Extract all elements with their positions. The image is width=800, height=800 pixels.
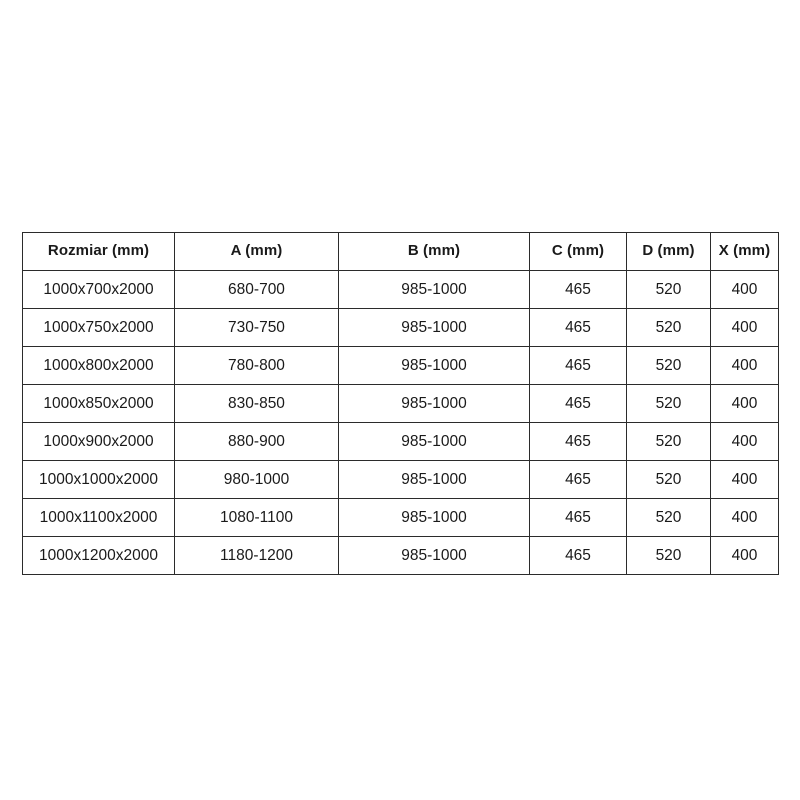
cell-size: 1000x700x2000 [22,270,175,309]
cell-size: 1000x850x2000 [22,384,175,423]
cell-x: 400 [710,460,779,499]
column-header-x: X (mm) [710,232,779,271]
cell-x: 400 [710,308,779,347]
cell-size: 1000x800x2000 [22,346,175,385]
cell-c: 465 [529,308,627,347]
cell-d: 520 [626,536,711,575]
cell-b: 985-1000 [338,346,530,385]
cell-b: 985-1000 [338,422,530,461]
cell-a: 830-850 [174,384,339,423]
cell-x: 400 [710,422,779,461]
column-header-a: A (mm) [174,232,339,271]
cell-b: 985-1000 [338,384,530,423]
cell-size: 1000x1100x2000 [22,498,175,537]
cell-x: 400 [710,270,779,309]
column-header-b: B (mm) [338,232,530,271]
cell-size: 1000x900x2000 [22,422,175,461]
table-header: Rozmiar (mm) A (mm) B (mm) C (mm) D (mm)… [22,232,779,271]
cell-d: 520 [626,308,711,347]
cell-d: 520 [626,346,711,385]
cell-x: 400 [710,498,779,537]
cell-d: 520 [626,270,711,309]
table-row: 1000x900x2000 880-900 985-1000 465 520 400 [22,422,779,461]
cell-c: 465 [529,422,627,461]
cell-a: 730-750 [174,308,339,347]
cell-d: 520 [626,498,711,537]
table-row: 1000x850x2000 830-850 985-1000 465 520 400 [22,384,779,423]
cell-size: 1000x750x2000 [22,308,175,347]
cell-a: 980-1000 [174,460,339,499]
dimensions-table-container: Rozmiar (mm) A (mm) B (mm) C (mm) D (mm)… [22,232,779,575]
cell-c: 465 [529,346,627,385]
cell-c: 465 [529,270,627,309]
cell-a: 1180-1200 [174,536,339,575]
table-row: 1000x1100x2000 1080-1100 985-1000 465 520 400 [22,498,779,537]
column-header-d: D (mm) [626,232,711,271]
table-row: 1000x800x2000 780-800 985-1000 465 520 400 [22,346,779,385]
cell-size: 1000x1000x2000 [22,460,175,499]
cell-size: 1000x1200x2000 [22,536,175,575]
column-header-c: C (mm) [529,232,627,271]
cell-a: 680-700 [174,270,339,309]
dimensions-table: Rozmiar (mm) A (mm) B (mm) C (mm) D (mm)… [22,232,779,575]
cell-c: 465 [529,498,627,537]
cell-d: 520 [626,384,711,423]
cell-d: 520 [626,422,711,461]
cell-x: 400 [710,536,779,575]
cell-c: 465 [529,384,627,423]
cell-d: 520 [626,460,711,499]
cell-b: 985-1000 [338,498,530,537]
cell-c: 465 [529,460,627,499]
cell-x: 400 [710,384,779,423]
table-row: 1000x750x2000 730-750 985-1000 465 520 400 [22,308,779,347]
table-header-row: Rozmiar (mm) A (mm) B (mm) C (mm) D (mm)… [22,232,779,271]
cell-b: 985-1000 [338,270,530,309]
table-row: 1000x1200x2000 1180-1200 985-1000 465 520 400 [22,536,779,575]
cell-b: 985-1000 [338,460,530,499]
cell-c: 465 [529,536,627,575]
table-row: 1000x700x2000 680-700 985-1000 465 520 400 [22,270,779,309]
cell-a: 1080-1100 [174,498,339,537]
cell-b: 985-1000 [338,536,530,575]
table-row: 1000x1000x2000 980-1000 985-1000 465 520 400 [22,460,779,499]
column-header-size: Rozmiar (mm) [22,232,175,271]
cell-a: 780-800 [174,346,339,385]
table-body: 1000x700x2000 680-700 985-1000 465 520 400 100… [22,270,779,575]
cell-b: 985-1000 [338,308,530,347]
cell-x: 400 [710,346,779,385]
cell-a: 880-900 [174,422,339,461]
